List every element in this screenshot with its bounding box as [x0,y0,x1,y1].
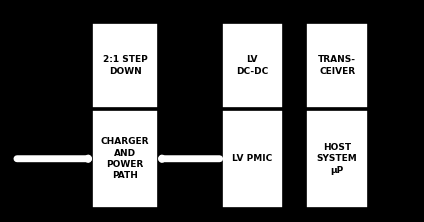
Bar [221,23,283,108]
Text: LV PMIC: LV PMIC [232,154,272,163]
Bar [92,23,158,108]
Text: TRANS-
CEIVER: TRANS- CEIVER [318,55,356,76]
Text: 2:1 STEP
DOWN: 2:1 STEP DOWN [103,55,148,76]
Text: CHARGER
AND
POWER
PATH: CHARGER AND POWER PATH [101,137,149,180]
Bar [92,110,158,208]
Bar [306,23,368,108]
Bar [306,110,368,208]
Bar [221,110,283,208]
Text: HOST
SYSTEM
μP: HOST SYSTEM μP [317,143,357,175]
Text: LV
DC-DC: LV DC-DC [236,55,268,76]
